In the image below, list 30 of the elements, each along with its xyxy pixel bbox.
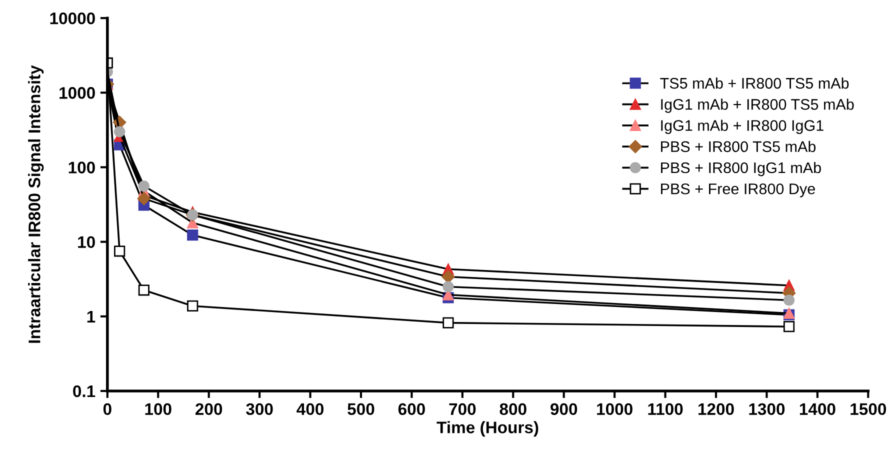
x-tick-label: 900 <box>550 403 578 416</box>
x-tick-label: 500 <box>348 403 374 416</box>
x-tick-label: 800 <box>500 403 526 416</box>
x-tick-label: 1300 <box>749 403 785 416</box>
x-tick-label: 300 <box>246 403 273 416</box>
y-tick-label: 1 <box>87 310 96 322</box>
legend-label: PBS + Free IR800 Dye <box>661 183 815 198</box>
x-tick-label: 1400 <box>800 403 836 416</box>
legend-label: TS5 mAb + IR800 TS5 mAb <box>660 77 849 89</box>
legend-label: IgG1 mAb + IR800 TS5 mAb <box>661 98 854 113</box>
y-tick-label: 1000 <box>60 87 95 99</box>
x-tick-label: 1200 <box>698 403 734 416</box>
x-tick-label: 100 <box>145 403 172 416</box>
x-tick-label: 1500 <box>850 403 886 416</box>
x-tick-label: 600 <box>398 403 425 416</box>
legend-label: PBS + IR800 TS5 mAb <box>661 140 816 152</box>
x-tick-label: 700 <box>449 403 476 416</box>
x-tick-label: 0 <box>103 403 112 416</box>
y-tick-label: 100 <box>68 162 95 174</box>
x-tick-label: 200 <box>196 403 222 416</box>
y-tick-label: 10000 <box>50 12 95 24</box>
legend-label: IgG1 mAb + IR800 IgG1 <box>661 120 824 134</box>
y-tick-label: 0.1 <box>73 385 96 398</box>
x-tick-label: 400 <box>296 403 324 416</box>
x-tick-label: 1000 <box>597 403 632 416</box>
x-tick-label: 1100 <box>648 403 683 416</box>
y-axis-title: Intraarticular IR800 Signal Intensity <box>28 65 44 343</box>
x-axis-title: Time (Hours) <box>436 421 538 437</box>
legend-label: PBS + IR800 IgG1 mAb <box>661 162 821 176</box>
y-tick-label: 10 <box>78 236 95 248</box>
